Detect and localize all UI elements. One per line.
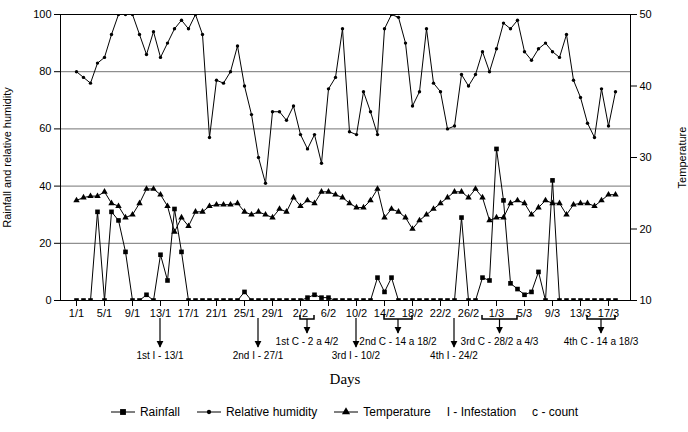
svg-text:Rainfall and relative humidity: Rainfall and relative humidity [1,87,13,228]
svg-text:29/1: 29/1 [262,307,283,319]
svg-text:3rd C - 28/2 a 4/3: 3rd C - 28/2 a 4/3 [461,336,539,347]
svg-text:3rd I - 10/2: 3rd I - 10/2 [332,350,381,361]
svg-text:1st I - 13/1: 1st I - 13/1 [136,350,184,361]
svg-text:13/1: 13/1 [150,307,171,319]
svg-text:30: 30 [640,151,652,163]
svg-text:50: 50 [640,8,652,20]
svg-text:2nd C - 14 a 18/2: 2nd C - 14 a 18/2 [359,336,437,347]
svg-text:25/1: 25/1 [234,307,255,319]
svg-text:2/2: 2/2 [292,307,309,320]
svg-text:1/1: 1/1 [69,307,84,319]
svg-text:20: 20 [39,237,51,249]
svg-text:Days: Days [330,371,361,387]
svg-text:18/2: 18/2 [401,307,424,320]
svg-text:9/1: 9/1 [125,307,140,319]
svg-text:21/1: 21/1 [206,307,227,319]
svg-text:22/2: 22/2 [430,307,451,319]
svg-text:0: 0 [45,294,51,306]
svg-text:10/2: 10/2 [346,307,367,319]
html-text:Temperature: Temperature [363,405,431,419]
svg-text:4th I - 24/2: 4th I - 24/2 [430,350,478,361]
html-text:Rainfall: Rainfall [139,405,180,419]
svg-text:5/1: 5/1 [97,307,112,319]
svg-text:80: 80 [39,65,51,77]
html-text:I - Infestation: I - Infestation [446,405,517,419]
svg-text:20: 20 [640,223,652,235]
svg-text:17/3: 17/3 [598,307,619,319]
svg-text:2nd I - 27/1: 2nd I - 27/1 [233,350,284,361]
svg-text:1st C - 2 a 4/2: 1st C - 2 a 4/2 [276,336,339,347]
svg-text:26/2: 26/2 [458,307,479,319]
svg-text:14/2: 14/2 [373,307,396,320]
svg-text:10: 10 [640,294,652,306]
svg-text:Temperature: Temperature [676,127,688,189]
html-text:c - count: c - count [532,405,579,419]
svg-text:13/3: 13/3 [570,307,591,319]
svg-text:40: 40 [640,80,652,92]
svg-text:17/1: 17/1 [178,307,199,319]
svg-text:60: 60 [39,122,51,134]
svg-text:4th C - 14 a 18/3: 4th C - 14 a 18/3 [564,336,639,347]
svg-text:40: 40 [39,180,51,192]
html-text:Relative humidity: Relative humidity [225,405,318,419]
svg-text:5/3: 5/3 [517,307,532,319]
svg-text:6/2: 6/2 [321,307,336,319]
svg-text:1/3: 1/3 [489,307,504,319]
svg-text:100: 100 [33,8,51,20]
svg-text:9/3: 9/3 [545,307,560,319]
